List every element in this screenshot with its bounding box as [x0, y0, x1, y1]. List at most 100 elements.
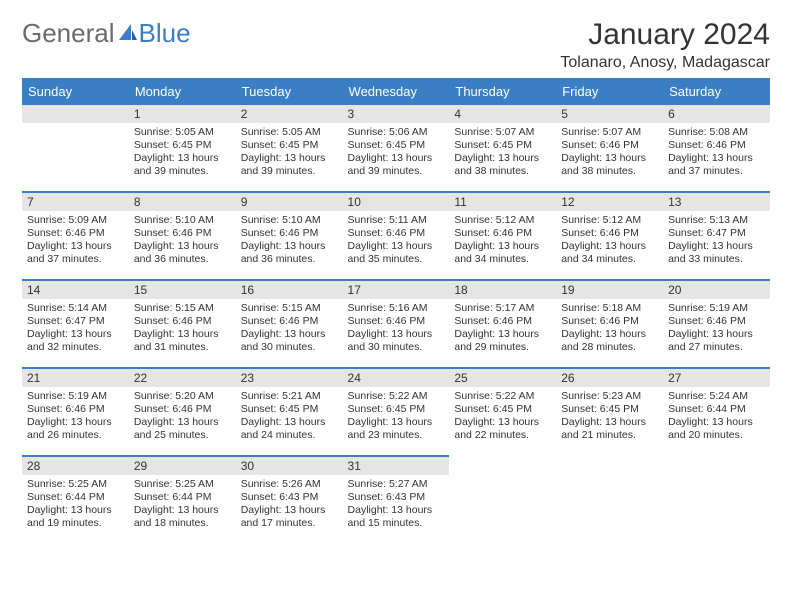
- daylight-line: Daylight: 13 hours and 20 minutes.: [668, 416, 753, 441]
- daylight-line: Daylight: 13 hours and 36 minutes.: [134, 240, 219, 265]
- sunset-line: Sunset: 6:43 PM: [241, 491, 319, 503]
- day-content: Sunrise: 5:17 AMSunset: 6:46 PMDaylight:…: [449, 299, 556, 360]
- day-content: Sunrise: 5:20 AMSunset: 6:46 PMDaylight:…: [129, 387, 236, 448]
- daylight-line: Daylight: 13 hours and 38 minutes.: [561, 152, 646, 177]
- daylight-line: Daylight: 13 hours and 39 minutes.: [241, 152, 326, 177]
- calendar-row: 7Sunrise: 5:09 AMSunset: 6:46 PMDaylight…: [22, 191, 770, 279]
- day-number: 24: [343, 367, 450, 387]
- calendar-cell: 5Sunrise: 5:07 AMSunset: 6:46 PMDaylight…: [556, 103, 663, 191]
- day-number: 7: [22, 191, 129, 211]
- day-number: 12: [556, 191, 663, 211]
- day-content: Sunrise: 5:23 AMSunset: 6:45 PMDaylight:…: [556, 387, 663, 448]
- day-number: 17: [343, 279, 450, 299]
- day-content: Sunrise: 5:25 AMSunset: 6:44 PMDaylight:…: [22, 475, 129, 536]
- day-content: Sunrise: 5:07 AMSunset: 6:45 PMDaylight:…: [449, 123, 556, 184]
- day-content: Sunrise: 5:27 AMSunset: 6:43 PMDaylight:…: [343, 475, 450, 536]
- calendar-cell: 13Sunrise: 5:13 AMSunset: 6:47 PMDayligh…: [663, 191, 770, 279]
- day-number: 18: [449, 279, 556, 299]
- sunset-line: Sunset: 6:47 PM: [27, 315, 105, 327]
- daylight-line: Daylight: 13 hours and 33 minutes.: [668, 240, 753, 265]
- day-content: Sunrise: 5:19 AMSunset: 6:46 PMDaylight:…: [663, 299, 770, 360]
- sunset-line: Sunset: 6:46 PM: [134, 227, 212, 239]
- daylight-line: Daylight: 13 hours and 27 minutes.: [668, 328, 753, 353]
- calendar-body: 1Sunrise: 5:05 AMSunset: 6:45 PMDaylight…: [22, 103, 770, 543]
- page-title: January 2024: [560, 18, 770, 52]
- sunrise-line: Sunrise: 5:18 AM: [561, 302, 641, 314]
- day-content: Sunrise: 5:14 AMSunset: 6:47 PMDaylight:…: [22, 299, 129, 360]
- day-number: 10: [343, 191, 450, 211]
- day-number: 3: [343, 103, 450, 123]
- day-header: Wednesday: [343, 79, 450, 103]
- sunrise-line: Sunrise: 5:16 AM: [348, 302, 428, 314]
- day-content: Sunrise: 5:15 AMSunset: 6:46 PMDaylight:…: [236, 299, 343, 360]
- sunset-line: Sunset: 6:46 PM: [561, 315, 639, 327]
- daylight-line: Daylight: 13 hours and 26 minutes.: [27, 416, 112, 441]
- calendar-cell: [663, 455, 770, 543]
- sunset-line: Sunset: 6:45 PM: [454, 139, 532, 151]
- day-content: Sunrise: 5:25 AMSunset: 6:44 PMDaylight:…: [129, 475, 236, 536]
- day-content: Sunrise: 5:08 AMSunset: 6:46 PMDaylight:…: [663, 123, 770, 184]
- day-content: Sunrise: 5:12 AMSunset: 6:46 PMDaylight:…: [556, 211, 663, 272]
- sunrise-line: Sunrise: 5:20 AM: [134, 390, 214, 402]
- sunrise-line: Sunrise: 5:21 AM: [241, 390, 321, 402]
- calendar-cell: 2Sunrise: 5:05 AMSunset: 6:45 PMDaylight…: [236, 103, 343, 191]
- day-number: 20: [663, 279, 770, 299]
- sunset-line: Sunset: 6:45 PM: [348, 403, 426, 415]
- calendar-cell: 30Sunrise: 5:26 AMSunset: 6:43 PMDayligh…: [236, 455, 343, 543]
- sunrise-line: Sunrise: 5:06 AM: [348, 126, 428, 138]
- calendar-cell: 15Sunrise: 5:15 AMSunset: 6:46 PMDayligh…: [129, 279, 236, 367]
- sunset-line: Sunset: 6:46 PM: [348, 315, 426, 327]
- sunrise-line: Sunrise: 5:11 AM: [348, 214, 427, 226]
- calendar-cell: 24Sunrise: 5:22 AMSunset: 6:45 PMDayligh…: [343, 367, 450, 455]
- sunset-line: Sunset: 6:46 PM: [668, 315, 746, 327]
- daylight-line: Daylight: 13 hours and 17 minutes.: [241, 504, 326, 529]
- daylight-line: Daylight: 13 hours and 19 minutes.: [27, 504, 112, 529]
- day-number: 19: [556, 279, 663, 299]
- calendar-cell: 1Sunrise: 5:05 AMSunset: 6:45 PMDaylight…: [129, 103, 236, 191]
- sunrise-line: Sunrise: 5:17 AM: [454, 302, 534, 314]
- day-content: Sunrise: 5:09 AMSunset: 6:46 PMDaylight:…: [22, 211, 129, 272]
- sunset-line: Sunset: 6:46 PM: [454, 315, 532, 327]
- calendar-cell: 14Sunrise: 5:14 AMSunset: 6:47 PMDayligh…: [22, 279, 129, 367]
- daylight-line: Daylight: 13 hours and 38 minutes.: [454, 152, 539, 177]
- daylight-line: Daylight: 13 hours and 32 minutes.: [27, 328, 112, 353]
- calendar-cell: 11Sunrise: 5:12 AMSunset: 6:46 PMDayligh…: [449, 191, 556, 279]
- day-number: 23: [236, 367, 343, 387]
- sunrise-line: Sunrise: 5:25 AM: [134, 478, 214, 490]
- day-number: 15: [129, 279, 236, 299]
- daylight-line: Daylight: 13 hours and 24 minutes.: [241, 416, 326, 441]
- day-content: Sunrise: 5:05 AMSunset: 6:45 PMDaylight:…: [129, 123, 236, 184]
- day-number: 2: [236, 103, 343, 123]
- calendar-cell: 18Sunrise: 5:17 AMSunset: 6:46 PMDayligh…: [449, 279, 556, 367]
- calendar-cell: 6Sunrise: 5:08 AMSunset: 6:46 PMDaylight…: [663, 103, 770, 191]
- page-header: General Blue January 2024 Tolanaro, Anos…: [22, 18, 770, 72]
- logo: General Blue: [22, 18, 191, 49]
- sunset-line: Sunset: 6:46 PM: [561, 139, 639, 151]
- day-number: 22: [129, 367, 236, 387]
- sunrise-line: Sunrise: 5:13 AM: [668, 214, 748, 226]
- calendar-cell: [22, 103, 129, 191]
- day-number: 31: [343, 455, 450, 475]
- sunset-line: Sunset: 6:45 PM: [134, 139, 212, 151]
- day-number: 25: [449, 367, 556, 387]
- daylight-line: Daylight: 13 hours and 34 minutes.: [561, 240, 646, 265]
- daylight-line: Daylight: 13 hours and 31 minutes.: [134, 328, 219, 353]
- day-number: 11: [449, 191, 556, 211]
- sunrise-line: Sunrise: 5:10 AM: [134, 214, 214, 226]
- day-number: 27: [663, 367, 770, 387]
- sunset-line: Sunset: 6:44 PM: [668, 403, 746, 415]
- sunrise-line: Sunrise: 5:23 AM: [561, 390, 641, 402]
- calendar-cell: 9Sunrise: 5:10 AMSunset: 6:46 PMDaylight…: [236, 191, 343, 279]
- daylight-line: Daylight: 13 hours and 37 minutes.: [27, 240, 112, 265]
- daylight-line: Daylight: 13 hours and 39 minutes.: [348, 152, 433, 177]
- calendar-cell: 17Sunrise: 5:16 AMSunset: 6:46 PMDayligh…: [343, 279, 450, 367]
- day-header: Friday: [556, 79, 663, 103]
- day-number: 8: [129, 191, 236, 211]
- title-block: January 2024 Tolanaro, Anosy, Madagascar: [560, 18, 770, 72]
- day-content: Sunrise: 5:18 AMSunset: 6:46 PMDaylight:…: [556, 299, 663, 360]
- sunrise-line: Sunrise: 5:15 AM: [134, 302, 214, 314]
- sunset-line: Sunset: 6:46 PM: [241, 315, 319, 327]
- daylight-line: Daylight: 13 hours and 30 minutes.: [241, 328, 326, 353]
- sunrise-line: Sunrise: 5:22 AM: [454, 390, 534, 402]
- calendar-row: 21Sunrise: 5:19 AMSunset: 6:46 PMDayligh…: [22, 367, 770, 455]
